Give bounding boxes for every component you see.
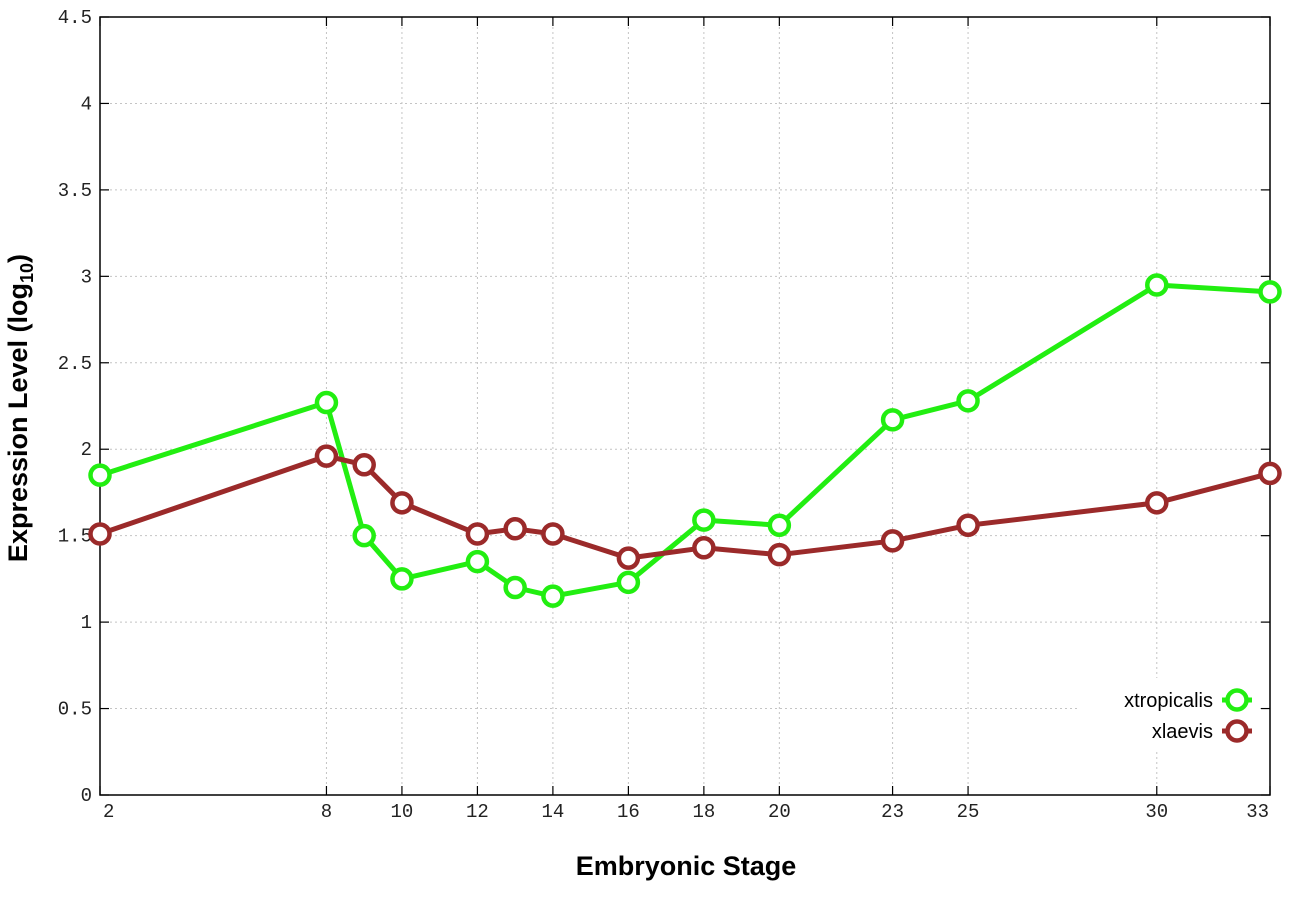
y-axis-title-main: Expression Level (log bbox=[3, 283, 33, 562]
y-tick-label: 1.5 bbox=[58, 526, 92, 548]
y-axis-tick-labels: 0 0.5 1 1.5 2 2.5 3 3.5 4 4.5 bbox=[58, 7, 92, 807]
y-tick-label: 2 bbox=[81, 439, 92, 461]
data-point-xlaevis bbox=[880, 529, 905, 553]
legend: xtropicalis xlaevis bbox=[1080, 678, 1260, 750]
data-point-xtropicalis bbox=[88, 463, 112, 487]
legend-item-xtropicalis: xtropicalis bbox=[1124, 688, 1252, 712]
data-point-xlaevis bbox=[88, 522, 112, 546]
data-point-xlaevis bbox=[314, 444, 339, 468]
y-tick-label: 2.5 bbox=[58, 353, 92, 375]
y-tick-label: 4 bbox=[81, 93, 92, 115]
x-tick-label: 20 bbox=[768, 801, 791, 823]
y-axis-title: Expression Level (log10) bbox=[3, 254, 37, 562]
y-tick-label: 1 bbox=[81, 612, 92, 634]
data-point-xlaevis bbox=[503, 517, 527, 541]
data-point-xtropicalis bbox=[541, 584, 565, 608]
y-tick-label: 3 bbox=[81, 266, 92, 288]
data-point-xtropicalis bbox=[503, 575, 527, 600]
legend-label-xlaevis: xlaevis bbox=[1152, 721, 1213, 743]
x-tick-label: 14 bbox=[541, 801, 564, 823]
data-point-xtropicalis bbox=[692, 508, 716, 532]
x-axis-tick-labels: 2 8 10 12 14 16 18 20 23 25 30 33 bbox=[103, 801, 1269, 823]
x-tick-label: 8 bbox=[321, 801, 332, 823]
plot-area-border bbox=[99, 16, 1271, 796]
series-line-xlaevis bbox=[99, 453, 1271, 561]
data-point-xlaevis bbox=[767, 542, 792, 567]
x-tick-label: 23 bbox=[881, 801, 904, 823]
data-point-xlaevis bbox=[465, 522, 490, 546]
y-tick-label: 4.5 bbox=[58, 7, 92, 29]
data-point-xlaevis bbox=[616, 546, 641, 570]
data-point-xtropicalis bbox=[390, 567, 414, 591]
legend-marker-xtropicalis bbox=[1225, 688, 1249, 712]
series-xlaevis bbox=[88, 444, 1282, 570]
y-tick-label: 3.5 bbox=[58, 180, 92, 202]
data-point-xtropicalis bbox=[1258, 280, 1282, 304]
legend-label-xtropicalis: xtropicalis bbox=[1124, 690, 1213, 712]
data-point-xlaevis bbox=[541, 522, 565, 546]
x-tick-label: 25 bbox=[957, 801, 980, 823]
data-point-xlaevis bbox=[1145, 491, 1169, 515]
series-xtropicalis bbox=[88, 273, 1282, 608]
data-point-xtropicalis bbox=[767, 513, 792, 538]
x-tick-label: 18 bbox=[692, 801, 715, 823]
y-tick-label: 0 bbox=[81, 785, 92, 807]
legend-item-xlaevis: xlaevis bbox=[1152, 719, 1252, 743]
data-point-xlaevis bbox=[956, 513, 980, 538]
x-tick-label: 16 bbox=[617, 801, 640, 823]
data-point-xtropicalis bbox=[1145, 273, 1169, 297]
data-point-xtropicalis bbox=[880, 408, 905, 432]
data-point-xtropicalis bbox=[465, 549, 490, 574]
data-point-xtropicalis bbox=[352, 523, 376, 548]
data-point-xtropicalis bbox=[616, 570, 641, 595]
series-layer bbox=[88, 273, 1282, 608]
x-tick-label: 2 bbox=[103, 801, 114, 823]
data-point-xlaevis bbox=[1258, 461, 1282, 486]
y-axis-title-close: ) bbox=[3, 254, 33, 263]
data-point-xlaevis bbox=[692, 536, 716, 560]
x-tick-label: 30 bbox=[1145, 801, 1168, 823]
x-tick-label: 10 bbox=[391, 801, 414, 823]
x-tick-label: 33 bbox=[1246, 801, 1269, 823]
y-tick-label: 0.5 bbox=[58, 699, 92, 721]
legend-marker-xlaevis bbox=[1225, 719, 1249, 743]
x-tick-label: 12 bbox=[466, 801, 489, 823]
y-axis-title-subscript: 10 bbox=[17, 263, 37, 283]
x-axis-title: Embryonic Stage bbox=[576, 851, 797, 881]
data-point-xtropicalis bbox=[314, 390, 339, 415]
data-point-xlaevis bbox=[352, 453, 376, 477]
data-point-xtropicalis bbox=[956, 389, 980, 413]
data-point-xlaevis bbox=[390, 491, 414, 515]
